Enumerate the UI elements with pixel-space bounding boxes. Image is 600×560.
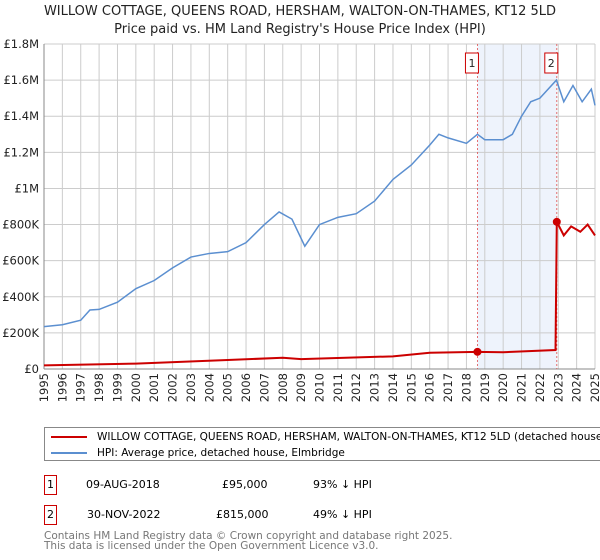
y-tick-label: £0 bbox=[24, 362, 39, 376]
x-tick-label: 2003 bbox=[184, 373, 198, 402]
y-tick-label: £1.4M bbox=[3, 109, 39, 123]
x-tick-label: 2002 bbox=[166, 373, 180, 402]
sale-label: 2 bbox=[548, 57, 555, 70]
x-tick-label: 2006 bbox=[239, 373, 253, 402]
sale-date: 09-AUG-2018 bbox=[86, 478, 160, 491]
legend-swatch bbox=[51, 436, 87, 438]
y-tick-label: £1.6M bbox=[3, 73, 39, 87]
legend: WILLOW COTTAGE, QUEENS ROAD, HERSHAM, WA… bbox=[44, 427, 600, 461]
price-paid-line bbox=[43, 221, 596, 367]
y-tick-label: £1M bbox=[14, 181, 39, 195]
x-tick-label: 2024 bbox=[570, 373, 584, 402]
x-tick-label: 2014 bbox=[386, 373, 400, 402]
footer: Contains HM Land Registry data © Crown c… bbox=[44, 530, 453, 552]
sale-point bbox=[473, 347, 482, 356]
sale-marker-box: 2 bbox=[44, 505, 57, 525]
sale-price: £815,000 bbox=[216, 508, 269, 521]
x-tick-label: 2009 bbox=[294, 373, 308, 402]
x-tick-label: 1999 bbox=[110, 373, 124, 402]
x-tick-label: 2023 bbox=[551, 373, 565, 402]
y-tick-label: £1.8M bbox=[3, 37, 39, 51]
chart-subtitle: Price paid vs. HM Land Registry's House … bbox=[114, 22, 486, 37]
y-tick-label: £200K bbox=[2, 326, 39, 340]
x-tick-label: 2021 bbox=[515, 373, 529, 402]
x-tick-label: 1998 bbox=[92, 373, 106, 402]
sale-label-box bbox=[544, 52, 559, 74]
sale-price: £95,000 bbox=[222, 478, 268, 491]
x-tick-label: 2011 bbox=[331, 373, 345, 402]
legend-label: WILLOW COTTAGE, QUEENS ROAD, HERSHAM, WA… bbox=[97, 431, 600, 443]
sale-date: 30-NOV-2022 bbox=[87, 508, 161, 521]
x-tick-label: 2007 bbox=[257, 373, 271, 402]
legend-label: HPI: Average price, detached house, Elmb… bbox=[97, 447, 345, 459]
x-tick-label: 2000 bbox=[129, 373, 143, 402]
x-tick-label: 2019 bbox=[478, 373, 492, 402]
chart-title: WILLOW COTTAGE, QUEENS ROAD, HERSHAM, WA… bbox=[43, 4, 557, 19]
x-tick-label: 1997 bbox=[74, 373, 88, 402]
x-tick-label: 2015 bbox=[404, 373, 418, 402]
footer-line: This data is licensed under the Open Gov… bbox=[44, 540, 379, 552]
shaded-period bbox=[477, 44, 557, 369]
y-tick-label: £1.2M bbox=[3, 145, 39, 159]
hpi-line bbox=[43, 78, 596, 328]
x-tick-label: 2016 bbox=[423, 373, 437, 402]
y-tick-label: £600K bbox=[2, 254, 39, 268]
y-tick-label: £400K bbox=[2, 290, 39, 304]
x-tick-label: 2020 bbox=[496, 373, 510, 402]
x-tick-label: 2004 bbox=[202, 373, 216, 402]
legend-item-property: WILLOW COTTAGE, QUEENS ROAD, HERSHAM, WA… bbox=[51, 431, 600, 445]
sale-label-box bbox=[464, 52, 479, 74]
legend-swatch bbox=[51, 452, 87, 454]
x-tick-label: 2005 bbox=[221, 373, 235, 402]
sale-hpi: 93% ↓ HPI bbox=[313, 478, 372, 491]
sale-label: 1 bbox=[468, 57, 475, 70]
x-tick-label: 1996 bbox=[55, 373, 69, 402]
x-tick-label: 2017 bbox=[441, 373, 455, 402]
x-tick-label: 1995 bbox=[37, 373, 51, 402]
x-tick-label: 2008 bbox=[276, 373, 290, 402]
sale-marker-box: 1 bbox=[44, 475, 57, 495]
legend-item-hpi: HPI: Average price, detached house, Elmb… bbox=[51, 447, 345, 461]
x-tick-label: 2001 bbox=[147, 373, 161, 402]
sale-point bbox=[552, 217, 561, 226]
plot-area: £0 £200K £400K £600K £800K £1M £1.2M £1.4M £1.6M… bbox=[2, 37, 600, 402]
x-tick-label: 2025 bbox=[588, 373, 600, 402]
x-tick-label: 2010 bbox=[313, 373, 327, 402]
x-tick-label: 2013 bbox=[368, 373, 382, 402]
footer-line: Contains HM Land Registry data © Crown c… bbox=[44, 530, 453, 542]
x-tick-label: 2018 bbox=[459, 373, 473, 402]
y-tick-label: £800K bbox=[2, 218, 39, 232]
sale-hpi: 49% ↓ HPI bbox=[313, 508, 372, 521]
x-tick-label: 2022 bbox=[533, 373, 547, 402]
x-tick-label: 2012 bbox=[349, 373, 363, 402]
